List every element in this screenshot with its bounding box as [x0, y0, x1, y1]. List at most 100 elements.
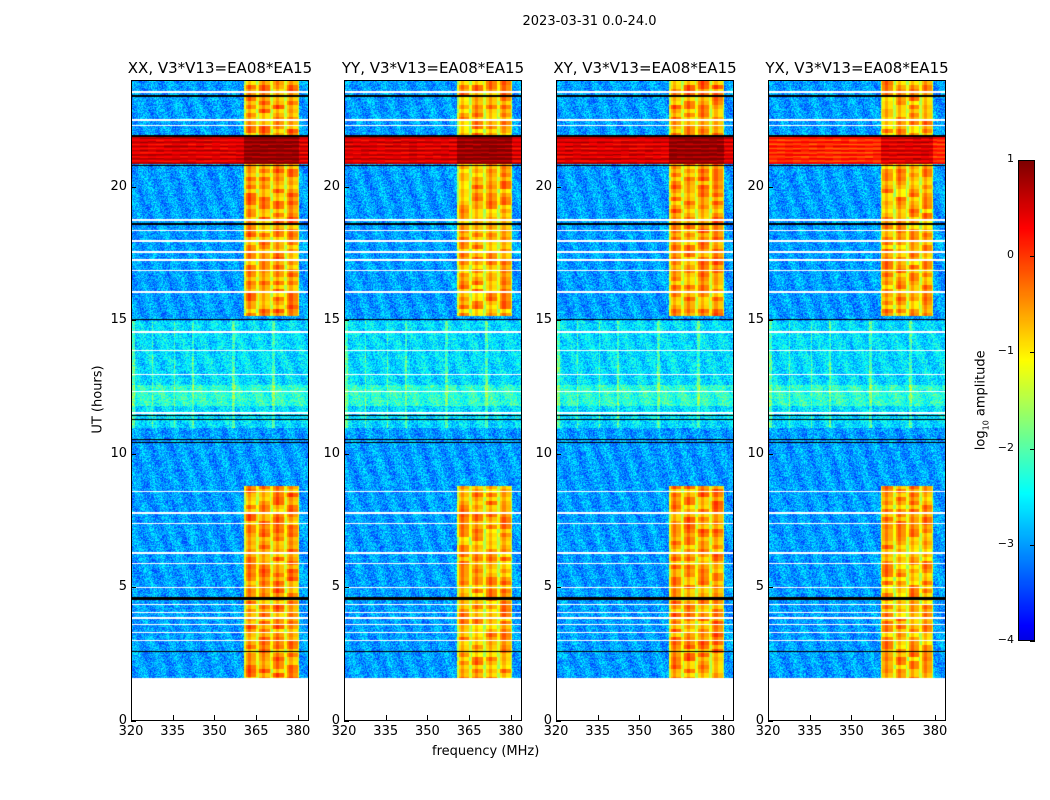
x-tick-mark [893, 715, 895, 720]
colorbar-tick-label: −4 [997, 633, 1014, 646]
x-tick-mark [427, 715, 429, 720]
colorbar-tick-mark [1030, 641, 1035, 642]
x-tick-mark [172, 715, 174, 720]
x-tick-label: 380 [710, 724, 736, 739]
x-tick-label: 350 [415, 724, 440, 739]
spectrogram-panel-1 [131, 80, 309, 721]
x-tick-label: 350 [202, 724, 227, 739]
y-tick-label: 20 [747, 178, 764, 194]
x-tick-label: 350 [839, 724, 864, 739]
colorbar-tick-mark [1030, 256, 1035, 258]
colorbar-tick-mark [1030, 448, 1035, 450]
x-tick-label: 335 [797, 724, 823, 739]
x-tick-mark [297, 715, 299, 720]
x-tick-label: 320 [755, 724, 781, 739]
colorbar-tick-label: −3 [997, 536, 1014, 550]
x-tick-mark [639, 715, 641, 720]
x-tick-label: 380 [922, 724, 948, 739]
panel-title: YY, V3*V13=EA08*EA15 [341, 59, 525, 77]
spectrogram-panel-4 [768, 80, 946, 721]
y-tick-mark [768, 186, 773, 188]
x-tick-mark [851, 715, 853, 720]
colorbar-label-sub: 10 [981, 420, 991, 431]
y-tick-label: 15 [110, 312, 127, 328]
y-tick-mark [131, 587, 136, 589]
x-tick-label: 365 [880, 724, 906, 739]
spectrogram-panel-2 [344, 80, 522, 721]
x-tick-label: 350 [627, 724, 652, 739]
x-tick-label: 380 [285, 724, 311, 739]
x-axis-label: frequency (MHz) [432, 744, 540, 759]
y-tick-label: 0 [118, 713, 127, 728]
x-tick-label: 320 [331, 724, 357, 739]
y-tick-label: 20 [323, 178, 340, 194]
y-tick-mark [556, 453, 561, 455]
y-tick-mark [344, 453, 349, 455]
heatmap-image [345, 81, 521, 720]
y-tick-mark [131, 186, 136, 188]
x-tick-mark [131, 715, 132, 720]
x-tick-label: 365 [456, 724, 482, 739]
colorbar-tick-label: 0 [1007, 248, 1014, 262]
y-tick-mark [131, 721, 136, 722]
y-tick-mark [768, 320, 773, 322]
x-tick-mark [809, 715, 811, 720]
x-tick-mark [934, 715, 936, 720]
y-tick-mark [344, 721, 349, 722]
y-tick-label: 0 [543, 713, 552, 728]
x-tick-label: 335 [160, 724, 186, 739]
x-tick-label: 320 [543, 724, 569, 739]
x-tick-mark [681, 715, 683, 720]
y-tick-mark [556, 587, 561, 589]
x-tick-label: 365 [668, 724, 694, 739]
y-tick-label: 5 [755, 579, 764, 595]
heatmap-image [769, 81, 945, 720]
x-tick-mark [469, 715, 471, 720]
spectrogram-panel-3 [556, 80, 734, 721]
x-tick-mark [344, 715, 345, 720]
x-tick-mark [768, 715, 769, 720]
y-tick-label: 0 [331, 713, 340, 728]
x-tick-mark [214, 715, 216, 720]
y-axis-label: UT (hours) [90, 365, 106, 434]
y-tick-mark [768, 721, 773, 722]
y-tick-label: 15 [535, 312, 552, 328]
heatmap-image [557, 81, 733, 720]
y-tick-mark [344, 320, 349, 322]
y-tick-label: 20 [535, 178, 552, 194]
y-tick-mark [556, 721, 561, 722]
x-tick-mark [722, 715, 724, 720]
x-tick-label: 380 [498, 724, 524, 739]
y-tick-label: 5 [331, 579, 340, 595]
x-tick-label: 335 [585, 724, 611, 739]
y-tick-label: 5 [543, 579, 552, 595]
x-tick-mark [256, 715, 258, 720]
colorbar-tick-mark [1030, 544, 1035, 546]
y-tick-label: 10 [323, 445, 340, 461]
y-tick-label: 10 [747, 445, 764, 461]
y-tick-label: 5 [118, 579, 127, 595]
colorbar-tick-label: 1 [1007, 152, 1014, 165]
colorbar-tick-mark [1030, 160, 1035, 161]
x-tick-mark [597, 715, 599, 720]
y-tick-label: 0 [755, 713, 764, 728]
heatmap-image [132, 81, 308, 720]
panel-title: XX, V3*V13=EA08*EA15 [127, 59, 313, 77]
y-tick-label: 20 [110, 178, 127, 194]
y-tick-mark [556, 320, 561, 322]
y-tick-mark [556, 186, 561, 188]
y-tick-mark [344, 186, 349, 188]
y-tick-label: 15 [323, 312, 340, 328]
colorbar-tick-mark [1030, 352, 1035, 354]
y-tick-label: 15 [747, 312, 764, 328]
y-tick-mark [131, 320, 136, 322]
y-tick-mark [768, 587, 773, 589]
figure-title: 2023-03-31 0.0-24.0 [522, 14, 657, 29]
x-tick-label: 320 [118, 724, 144, 739]
x-tick-mark [556, 715, 557, 720]
colorbar-label-rest: amplitude [973, 350, 989, 421]
colorbar-tick-label: −1 [997, 344, 1014, 358]
y-tick-mark [344, 587, 349, 589]
x-tick-mark [510, 715, 512, 720]
